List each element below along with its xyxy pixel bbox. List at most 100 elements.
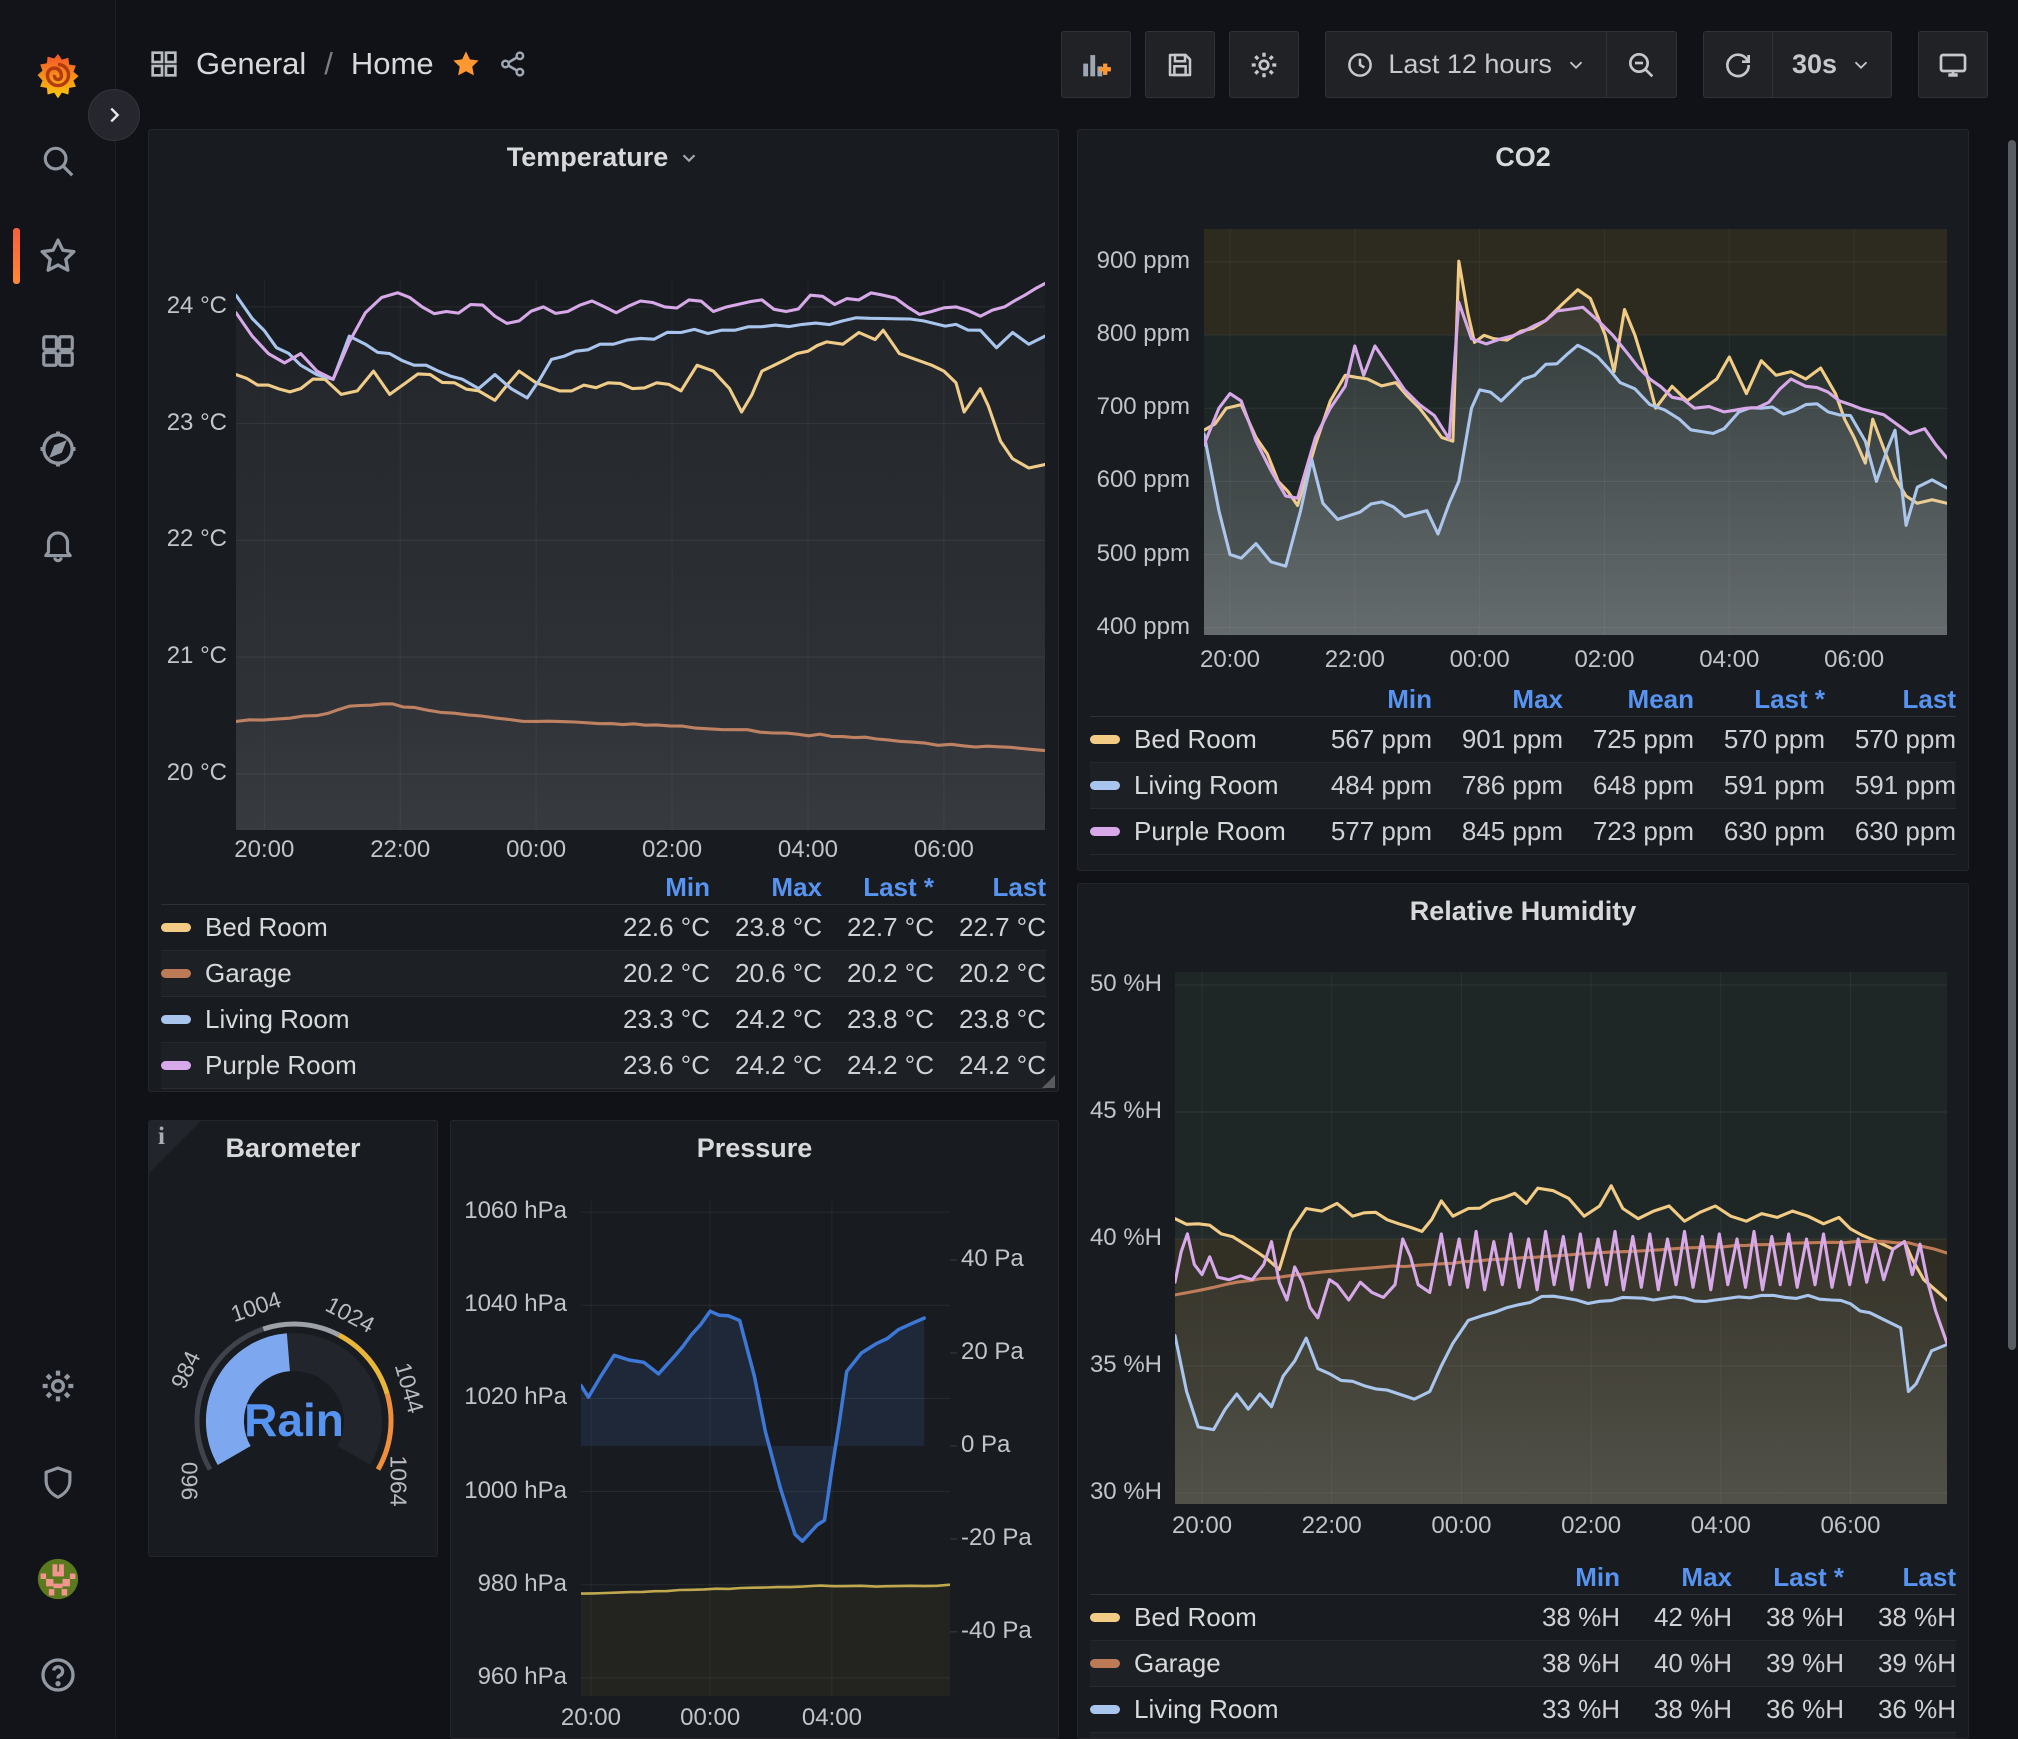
chevron-right-icon [103, 104, 125, 126]
panel-humidity: Relative Humidity 50 %H45 %H40 %H35 %H30… [1077, 883, 1969, 1739]
shield-icon [39, 1464, 77, 1502]
cycle-view-button[interactable] [1918, 31, 1988, 98]
y-axis-tick: 1040 hPa [451, 1290, 567, 1318]
panel-barometer: i Barometer 9609841004102410441064Rain [148, 1120, 438, 1557]
series-value: 648 ppm [1563, 770, 1694, 801]
series-value: 38 %H [1508, 1648, 1620, 1679]
series-value: 23.3 °C [598, 1004, 710, 1035]
legend-column-header[interactable]: Last [1844, 1562, 1956, 1593]
refresh-icon [1722, 49, 1754, 81]
series-value: 36 %H [1732, 1694, 1844, 1725]
panel-co2: CO2 900 ppm800 ppm700 ppm600 ppm500 ppm4… [1077, 129, 1969, 871]
panel-menu-chevron-icon [678, 147, 700, 169]
chevron-down-icon [1565, 54, 1587, 76]
legend-column-header[interactable]: Min [1301, 684, 1432, 715]
breadcrumb: General / Home [148, 31, 528, 97]
gauge-tick-label: 1064 [384, 1455, 411, 1506]
sidebar-item-alerting[interactable] [0, 507, 115, 581]
pressure-chart[interactable]: 1060 hPa1040 hPa1020 hPa1000 hPa980 hPa9… [451, 1121, 1058, 1738]
legend-column-header[interactable]: Max [1432, 684, 1563, 715]
y-axis-tick: 50 %H [1078, 970, 1162, 998]
panel-title-humidity[interactable]: Relative Humidity [1078, 896, 1968, 927]
x-axis-tick: 02:00 [1531, 1512, 1651, 1540]
x-axis-tick: 04:00 [748, 836, 868, 864]
zoom-out-button[interactable] [1607, 31, 1677, 98]
legend-header: MinMaxLast *Last [1090, 1560, 1956, 1595]
legend-row[interactable]: Living Room484 ppm786 ppm648 ppm591 ppm5… [1090, 763, 1956, 809]
legend-row[interactable]: Bed Room567 ppm901 ppm725 ppm570 ppm570 … [1090, 717, 1956, 763]
time-range-picker[interactable]: Last 12 hours [1325, 31, 1607, 98]
x-axis-tick: 22:00 [1272, 1512, 1392, 1540]
y-axis-tick: 20 °C [149, 759, 227, 787]
x-axis-tick: 02:00 [612, 836, 732, 864]
legend-row[interactable]: Bed Room22.6 °C23.8 °C22.7 °C22.7 °C [161, 905, 1046, 951]
scrollbar-thumb[interactable] [2008, 140, 2016, 1350]
x-axis-tick: 04:00 [772, 1704, 892, 1732]
share-icon[interactable] [498, 49, 528, 79]
legend-row[interactable]: Garage38 %H40 %H39 %H39 %H [1090, 1641, 1956, 1687]
legend-row[interactable]: Garage20.2 °C20.6 °C20.2 °C20.2 °C [161, 951, 1046, 997]
sidebar-expand-button[interactable] [88, 89, 140, 141]
time-range-label: Last 12 hours [1388, 49, 1552, 80]
legend-column-header[interactable]: Last * [1694, 684, 1825, 715]
refresh-interval-label: 30s [1792, 49, 1837, 80]
legend-column-header[interactable]: Last [1825, 684, 1956, 715]
panel-temperature: Temperature 24 °C23 °C22 °C21 °C20 °C20:… [148, 129, 1059, 1092]
refresh-interval-picker[interactable]: 30s [1773, 31, 1892, 98]
sidebar-item-dashboards[interactable] [0, 314, 115, 388]
legend-column-header[interactable]: Last * [1732, 1562, 1844, 1593]
y-axis-tick: 40 %H [1078, 1224, 1162, 1252]
legend-row[interactable]: Living Room33 %H38 %H36 %H36 %H [1090, 1687, 1956, 1733]
legend-row[interactable]: Purple Room577 ppm845 ppm723 ppm630 ppm6… [1090, 809, 1956, 855]
legend-column-header[interactable]: Mean [1563, 684, 1694, 715]
legend-column-header[interactable]: Min [598, 872, 710, 903]
series-name: Purple Room [1134, 816, 1286, 847]
series-value: 42 %H [1620, 1602, 1732, 1633]
panel-title-temperature[interactable]: Temperature [149, 142, 1058, 173]
legend-row[interactable]: Purple Room23.6 °C24.2 °C24.2 °C24.2 °C [161, 1043, 1046, 1089]
add-panel-button[interactable] [1061, 31, 1131, 98]
user-avatar[interactable] [0, 1542, 115, 1616]
panel-title-co2[interactable]: CO2 [1078, 142, 1968, 173]
series-name: Garage [1134, 1648, 1221, 1679]
star-icon [38, 236, 78, 276]
legend-column-header[interactable]: Max [1620, 1562, 1732, 1593]
clock-icon [1345, 50, 1375, 80]
series-name: Living Room [1134, 1694, 1279, 1725]
series-swatch [161, 1015, 191, 1024]
series-value: 23.8 °C [822, 1004, 934, 1035]
series-value: 24.2 °C [934, 1050, 1046, 1081]
favorite-star-icon[interactable] [450, 48, 482, 80]
panel-title-pressure[interactable]: Pressure [451, 1133, 1058, 1164]
legend-row[interactable]: Bed Room38 %H42 %H38 %H38 %H [1090, 1595, 1956, 1641]
legend-column-header[interactable]: Last [934, 872, 1046, 903]
sidebar-item-help[interactable] [0, 1638, 115, 1712]
y-axis-tick: 900 ppm [1078, 247, 1190, 275]
legend-column-header[interactable]: Min [1508, 1562, 1620, 1593]
grafana-dashboard: { "colors":{"accent_orange":"#FF9830","l… [0, 0, 2018, 1738]
series-value: 39 %H [1732, 1648, 1844, 1679]
legend-row[interactable]: Purple Room36 %H40 %H36 %H36 %H [1090, 1733, 1956, 1739]
dashboard-settings-button[interactable] [1229, 31, 1299, 98]
legend-column-header[interactable]: Last * [822, 872, 934, 903]
breadcrumb-section[interactable]: General [196, 46, 306, 82]
series-value: 24.2 °C [710, 1050, 822, 1081]
series-value: 40 %H [1620, 1648, 1732, 1679]
sidebar-item-configuration[interactable] [0, 1349, 115, 1423]
series-value: 725 ppm [1563, 724, 1694, 755]
sidebar-item-server-admin[interactable] [0, 1446, 115, 1520]
sidebar-item-explore[interactable] [0, 412, 115, 486]
barometer-gauge[interactable]: 9609841004102410441064Rain [179, 1261, 409, 1521]
save-dashboard-button[interactable] [1145, 31, 1215, 98]
breadcrumb-page[interactable]: Home [351, 46, 434, 82]
panel-info-corner[interactable] [149, 1121, 201, 1173]
legend-column-header[interactable]: Max [710, 872, 822, 903]
refresh-button[interactable] [1703, 31, 1773, 98]
x-axis-tick: 06:00 [1791, 1512, 1911, 1540]
help-icon [38, 1655, 78, 1695]
series-name: Garage [205, 958, 292, 989]
sidebar-item-starred[interactable] [0, 219, 115, 293]
legend-row[interactable]: Living Room23.3 °C24.2 °C23.8 °C23.8 °C [161, 997, 1046, 1043]
series-value: 39 %H [1844, 1648, 1956, 1679]
series-value: 23.6 °C [598, 1050, 710, 1081]
